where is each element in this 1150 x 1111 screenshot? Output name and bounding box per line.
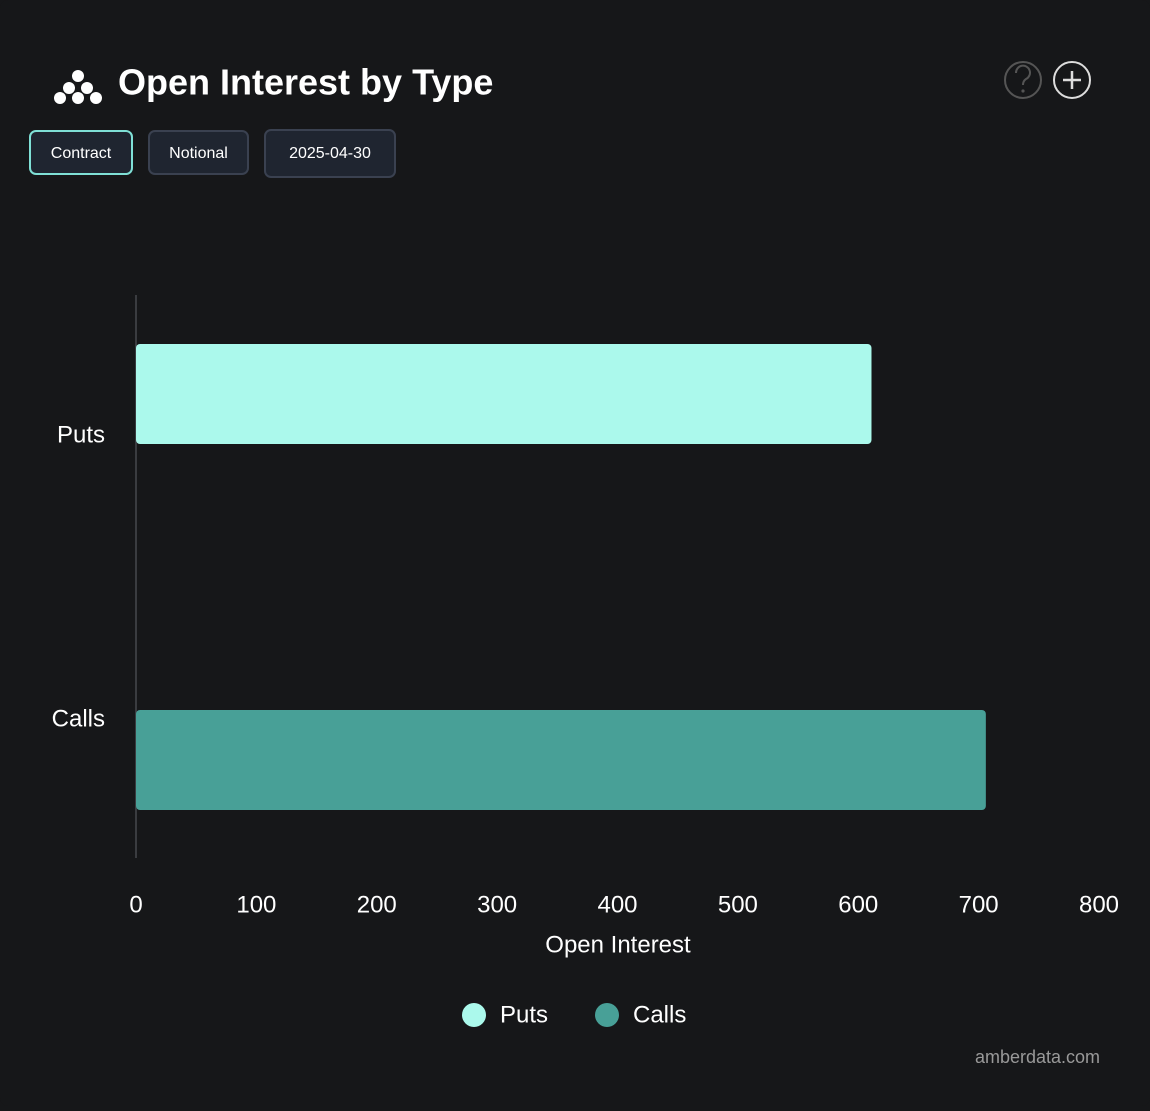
x-tick-label: 800 — [1079, 891, 1119, 918]
legend-marker[interactable] — [462, 1003, 486, 1027]
control-label[interactable]: Contract — [51, 145, 112, 162]
control-button[interactable] — [148, 130, 249, 175]
x-tick-label: 500 — [718, 891, 758, 918]
bar — [136, 344, 872, 444]
control-button[interactable] — [264, 129, 396, 178]
y-tick-label: Puts — [57, 421, 105, 448]
help-icon[interactable] — [1004, 61, 1042, 99]
control-label[interactable]: Notional — [169, 145, 228, 162]
add-icon[interactable] — [1053, 61, 1091, 99]
control-label[interactable]: 2025-04-30 — [289, 145, 371, 162]
x-tick-label: 300 — [477, 891, 517, 918]
chart-title: Open Interest by Type — [118, 62, 493, 103]
x-tick-label: 200 — [357, 891, 397, 918]
x-tick-label: 400 — [597, 891, 637, 918]
x-tick-label: 600 — [838, 891, 878, 918]
x-axis-title: Open Interest — [545, 931, 691, 958]
x-tick-label: 0 — [129, 891, 142, 918]
legend-marker[interactable] — [595, 1003, 619, 1027]
y-tick-label: Calls — [52, 705, 105, 732]
legend-label[interactable]: Puts — [500, 1001, 548, 1028]
footer: amberdata.com — [975, 1047, 1100, 1067]
x-tick-label: 700 — [959, 891, 999, 918]
legend-label[interactable]: Calls — [633, 1001, 686, 1028]
bar — [136, 710, 986, 810]
x-tick-label: 100 — [236, 891, 276, 918]
control-button[interactable] — [29, 130, 133, 175]
logo — [54, 70, 102, 104]
